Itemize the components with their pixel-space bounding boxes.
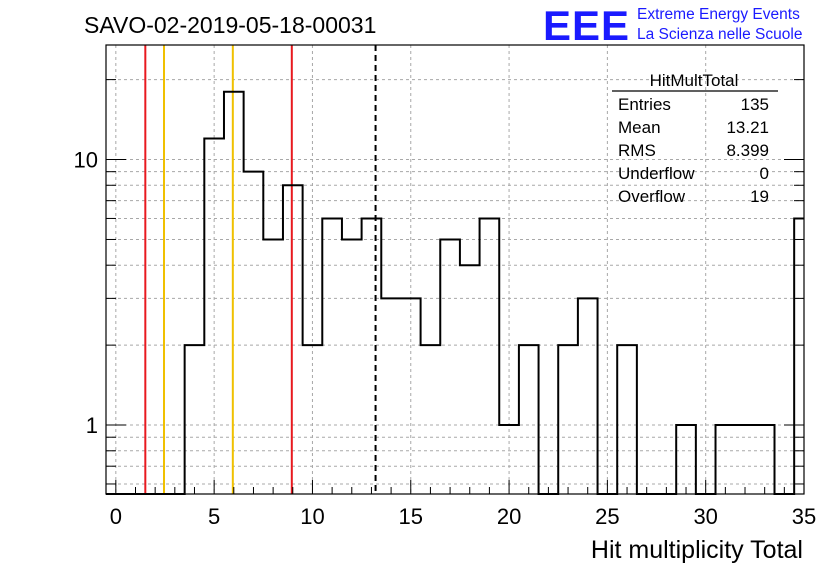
histogram-bin [263, 239, 283, 494]
axis-layer: 0 5 10 15 20 25 30 35 1 10 [74, 44, 816, 529]
stats-row-label: Mean [618, 118, 661, 137]
stats-box: HitMultTotal Entries 135 Mean 13.21 RMS 8.399… [612, 71, 778, 206]
eee-logo: EEE [543, 2, 630, 49]
histogram-bin [519, 345, 539, 494]
grid-layer [106, 45, 805, 494]
reference-lines [144, 45, 377, 494]
logo-line1: Extreme Energy Events [637, 6, 800, 23]
histogram-bin [440, 239, 460, 494]
histogram-bin [460, 265, 480, 494]
histogram-bin [558, 345, 578, 494]
stats-rows: Entries 135 Mean 13.21 RMS 8.399 Underflow 0 Ove… [618, 95, 769, 206]
histogram-bin [755, 425, 775, 494]
x-tick-label: 15 [399, 504, 423, 529]
stats-row-label: Entries [618, 95, 671, 114]
x-tick-label: 35 [792, 504, 816, 529]
plot-frame [105, 44, 805, 495]
stats-row-value: 135 [741, 95, 769, 114]
logo-line2: La Scienza nelle Scuole [637, 26, 802, 43]
histogram-layer [106, 90, 804, 495]
histogram-bin [617, 345, 637, 494]
histogram-bin [362, 218, 382, 494]
stats-title: HitMultTotal [650, 71, 739, 90]
stats-row-label: Overflow [618, 187, 686, 206]
histogram-bin [421, 345, 441, 494]
histogram-bin [342, 239, 362, 494]
x-tick-label: 30 [693, 504, 717, 529]
histogram-bin [794, 218, 804, 494]
stats-row-label: RMS [618, 141, 656, 160]
run-title: SAVO-02-2019-05-18-00031 [84, 12, 376, 38]
x-tick-label: 0 [110, 504, 122, 529]
stats-row-value: 8.399 [726, 141, 769, 160]
histogram-bin [480, 218, 500, 494]
y-tick-label: 1 [86, 413, 98, 438]
histogram-bin [185, 345, 205, 494]
x-axis-label: Hit multiplicity Total [591, 536, 803, 564]
x-tick-label: 5 [208, 504, 220, 529]
stats-row-value: 19 [750, 187, 769, 206]
histogram-bin [244, 172, 264, 494]
histogram-bin [322, 218, 342, 494]
x-tick-label: 25 [595, 504, 619, 529]
x-tick-label: 20 [497, 504, 521, 529]
histogram-bin [381, 298, 401, 494]
stats-row-label: Underflow [618, 164, 695, 183]
stats-row-value: 0 [760, 164, 769, 183]
y-tick-label: 10 [74, 148, 98, 173]
histogram-outline [106, 90, 804, 495]
histogram-bin [676, 425, 696, 494]
stats-row-value: 13.21 [726, 118, 769, 137]
x-tick-label: 10 [300, 504, 324, 529]
histogram-bin [578, 298, 598, 494]
